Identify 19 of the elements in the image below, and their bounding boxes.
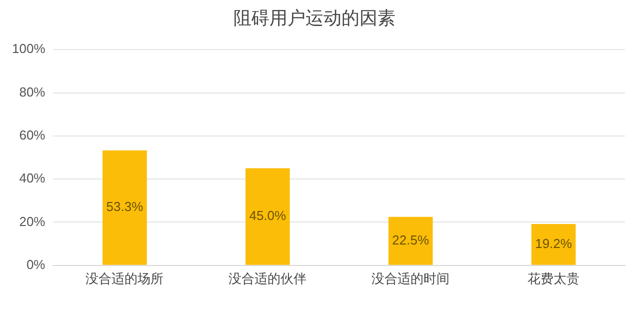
data-label: 53.3% — [106, 199, 144, 214]
y-tick-label: 60% — [19, 128, 46, 142]
y-tick-label: 0% — [26, 256, 46, 272]
x-tick-label: 花费太贵 — [528, 270, 580, 286]
y-tick-label: 20% — [19, 214, 46, 229]
y-tick-label: 100% — [12, 41, 46, 56]
data-label: 45.0% — [249, 208, 287, 224]
x-tick-label: 没合适的时间 — [372, 270, 450, 286]
bar — [246, 168, 290, 265]
x-tick-label: 没合适的伙伴 — [228, 270, 307, 286]
y-tick-label: 80% — [19, 84, 46, 100]
bar — [102, 150, 147, 265]
chart-title: 阻碍用户运动的因素 — [234, 8, 396, 28]
data-label: 19.2% — [535, 236, 572, 252]
data-label: 22.5% — [392, 232, 430, 248]
bar — [531, 224, 576, 265]
bar — [388, 216, 433, 265]
x-tick-label: 没合适的场所 — [86, 270, 164, 286]
y-tick-label: 40% — [19, 170, 46, 186]
